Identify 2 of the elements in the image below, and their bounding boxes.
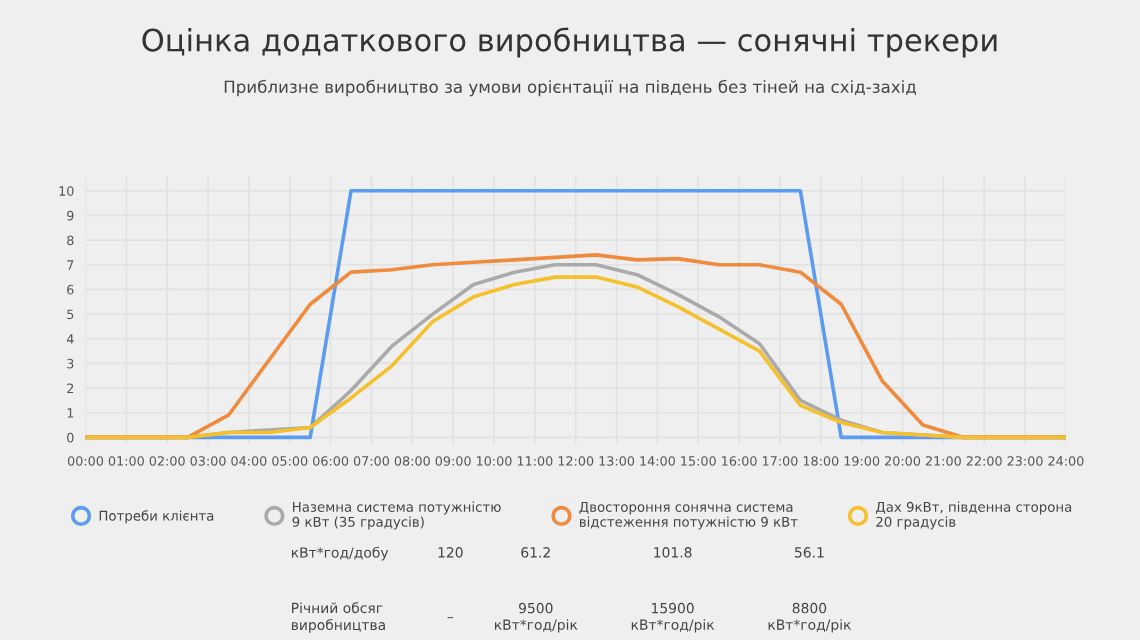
chart-title: Оцінка додаткового виробництва — сонячні трекери — [142, 27, 997, 58]
chart-subtitle: Приблизне виробництво за умови орієнтації на південь без тіней на схід-захід — [224, 79, 916, 97]
